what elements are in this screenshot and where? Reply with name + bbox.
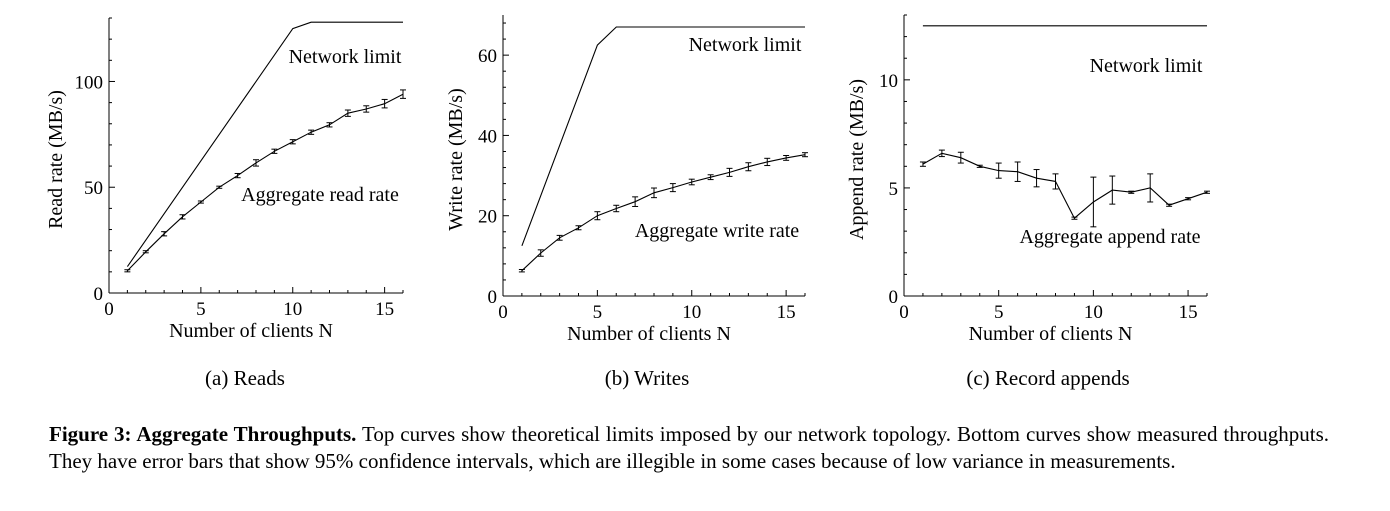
chart-3-y-tick-label: 5 [889,179,899,200]
chart-2-y-tick-label: 60 [478,46,497,67]
chart-3-y-tick-label: 0 [889,287,899,308]
subcaption-writes: (b) Writes [604,366,690,390]
chart-1-y-tick-label: 0 [94,284,104,305]
chart-3-aggregate-rate-label: Aggregate append rate [1019,226,1200,248]
chart-3-aggregate-rate-line [922,152,1208,220]
chart-1-y-axis-label: Read rate (MB/s) [45,90,67,229]
chart-1-x-tick-label: 5 [196,299,206,320]
chart-1-y-tick-label: 50 [84,178,103,199]
chart-1-x-axis-label: Number of clients N [169,320,333,342]
chart-2-y-tick-label: 20 [478,207,497,228]
chart-2-x-tick-label: 10 [682,302,701,323]
chart-3-x-tick-label: 0 [899,302,909,323]
chart-3-x-tick-label: 10 [1084,302,1103,323]
chart-2-y-tick-label: 0 [488,287,498,308]
chart-2-x-tick-label: 0 [498,302,508,323]
chart-2-aggregate-rate-label: Aggregate write rate [635,220,799,242]
chart-2-y-tick-label: 40 [478,126,497,147]
chart-2-network-limit-label: Network limit [689,34,802,56]
chart-3-y-tick-label: 10 [879,71,898,92]
subcaption-record-appends: (c) Record appends [966,366,1130,390]
chart-2-x-tick-label: 15 [777,302,796,323]
chart-1-x-tick-label: 0 [104,299,114,320]
chart-2-network-limit-line [521,26,805,246]
chart-3-network-limit-label: Network limit [1090,55,1203,77]
chart-1-network-limit-label: Network limit [289,46,402,68]
chart-3-x-tick-label: 5 [994,302,1004,323]
chart-2-aggregate-rate-line [521,154,806,272]
chart-3-x-axis-label: Number of clients N [969,323,1133,345]
subcaption-reads: (a) Reads [205,366,285,390]
chart-1-x-tick-label: 15 [375,299,394,320]
chart-2-x-axis-label: Number of clients N [567,323,731,345]
chart-3-y-axis-label: Append rate (MB/s) [846,79,868,240]
chart-2-y-axis-label: Write rate (MB/s) [445,88,467,230]
chart-1-network-limit-line [126,21,403,267]
chart-1-aggregate-rate-label: Aggregate read rate [241,184,399,206]
chart-2-x-tick-label: 5 [593,302,603,323]
figure-caption-text: Top curves show theoretical limits impos… [49,422,1330,473]
chart-1-x-tick-label: 10 [283,299,302,320]
figure-caption-title: Figure 3: Aggregate Throughputs. [49,422,357,446]
figure-caption: Figure 3: Aggregate Throughputs. Top cur… [49,421,1329,475]
chart-1-aggregate-rate-line [127,93,404,272]
chart-3-x-tick-label: 15 [1179,302,1198,323]
chart-1-y-tick-label: 100 [75,72,104,93]
